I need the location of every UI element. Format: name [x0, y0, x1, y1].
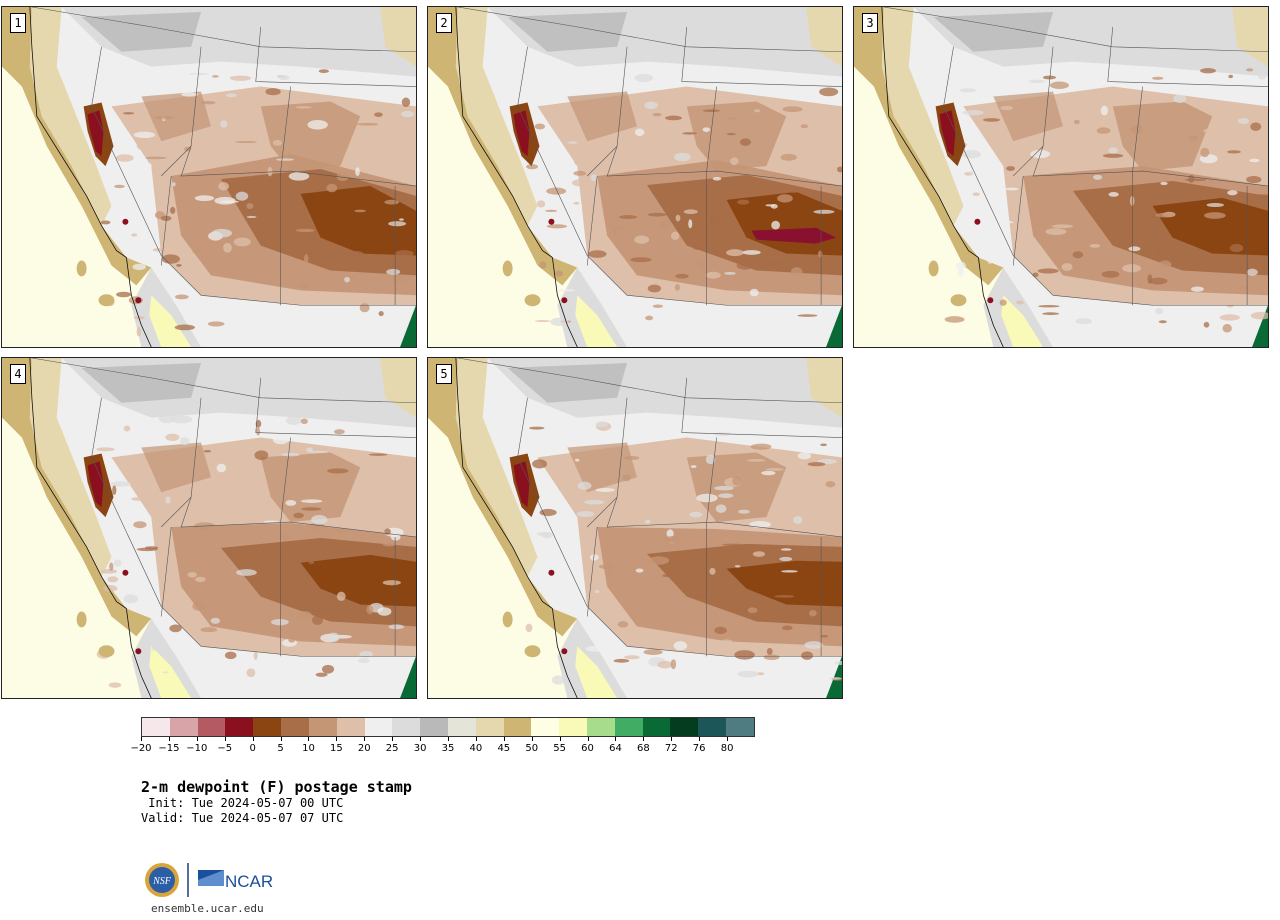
- colorbar-tick: [643, 737, 645, 741]
- colorbar-tick-label: 68: [636, 743, 650, 754]
- map-panel-5: 5: [427, 357, 843, 699]
- colorbar-tick: [308, 737, 310, 741]
- init-time: Init: Tue 2024-05-07 00 UTC: [141, 796, 344, 810]
- colorbar-tick-label: 50: [525, 743, 539, 754]
- map-panel-1: 1: [1, 6, 417, 348]
- dewpoint-map: [428, 358, 842, 698]
- colorbar-tick-label: 5: [277, 743, 284, 754]
- colorbar-segment: [587, 718, 615, 736]
- valid-time: Valid: Tue 2024-05-07 07 UTC: [141, 811, 344, 825]
- colorbar-tick-label: −5: [217, 743, 233, 754]
- colorbar: [141, 717, 755, 737]
- colorbar-tick-label: 0: [249, 743, 256, 754]
- colorbar-tick-label: 10: [302, 743, 315, 754]
- colorbar-tick-label: 64: [609, 743, 622, 754]
- colorbar-segment: [308, 718, 337, 736]
- colorbar-tick-label: 40: [469, 743, 483, 754]
- colorbar-tick-label: 76: [692, 743, 706, 754]
- colorbar-tick-label: 30: [413, 743, 427, 754]
- colorbar-segment: [169, 718, 198, 736]
- colorbar-segment: [642, 718, 671, 736]
- colorbar-tick: [531, 737, 533, 741]
- colorbar-tick: [392, 737, 394, 741]
- chart-title: 2-m dewpoint (F) postage stamp: [141, 778, 412, 796]
- colorbar-tick-label: 35: [441, 743, 455, 754]
- colorbar-segment: [253, 718, 282, 736]
- colorbar-tick: [671, 737, 673, 741]
- colorbar-segment: [142, 718, 170, 736]
- dewpoint-map: [854, 7, 1268, 347]
- colorbar-tick: [364, 737, 366, 741]
- panel-number: 4: [10, 364, 26, 384]
- colorbar-tick-label: 72: [664, 743, 678, 754]
- colorbar-tick-label: 20: [357, 743, 371, 754]
- colorbar-tick-label: −10: [186, 743, 208, 754]
- colorbar-tick-label: 55: [553, 743, 566, 754]
- colorbar-tick: [168, 737, 170, 741]
- panel-number: 1: [10, 13, 26, 33]
- colorbar-segment: [364, 718, 393, 736]
- colorbar-tick: [727, 737, 729, 741]
- panel-number: 2: [436, 13, 452, 33]
- colorbar-tick: [224, 737, 226, 741]
- colorbar-tick-label: 45: [497, 743, 511, 754]
- panel-number: 5: [436, 364, 452, 384]
- colorbar-tick: [559, 737, 561, 741]
- website-url: ensemble.ucar.edu: [151, 902, 264, 915]
- map-panel-3: 3: [853, 6, 1269, 348]
- colorbar-ticks: −20 −15 −10 −5 0 5 10 15 20 25 30 35 40 45 50 55 60 64 68 7…: [130, 737, 755, 757]
- dewpoint-map: [2, 7, 416, 347]
- colorbar-tick: [699, 737, 701, 741]
- colorbar-segment: [475, 718, 504, 736]
- colorbar-tick: [615, 737, 617, 741]
- colorbar-segment: [197, 718, 226, 736]
- colorbar-tick-label: −15: [158, 743, 180, 754]
- colorbar-tick: [503, 737, 505, 741]
- colorbar-tick: [280, 737, 282, 741]
- map-panel-4: 4: [1, 357, 417, 699]
- colorbar-tick-label: 60: [581, 743, 594, 754]
- logos: NSF NCAR: [144, 860, 274, 900]
- nsf-logo: NSF: [145, 863, 179, 897]
- colorbar-tick: [252, 737, 254, 741]
- colorbar-tick: [141, 737, 142, 741]
- colorbar-segment: [559, 718, 587, 736]
- colorbar-tick-label: 80: [720, 743, 734, 754]
- colorbar-segment: [392, 718, 421, 736]
- dewpoint-map: [428, 7, 842, 347]
- dewpoint-map: [2, 358, 416, 698]
- colorbar-tick: [336, 737, 338, 741]
- map-panel-2: 2: [427, 6, 843, 348]
- colorbar-segment: [281, 718, 309, 736]
- colorbar-tick: [196, 737, 198, 741]
- ncar-logo: NCAR: [198, 870, 273, 891]
- colorbar-tick: [587, 737, 589, 741]
- colorbar-segment: [336, 718, 365, 736]
- colorbar-tick-label: 25: [385, 743, 399, 754]
- colorbar-tick: [448, 737, 449, 741]
- colorbar-segment: [670, 718, 699, 736]
- colorbar-segment: [726, 718, 754, 736]
- colorbar-segment: [447, 718, 476, 736]
- colorbar-segment: [531, 718, 560, 736]
- colorbar-tick-label: 15: [329, 743, 343, 754]
- colorbar-segment: [614, 718, 643, 736]
- colorbar-segment: [225, 718, 254, 736]
- nsf-logo-text: NSF: [152, 876, 172, 887]
- colorbar-segment: [698, 718, 727, 736]
- colorbar-tick: [420, 737, 422, 741]
- colorbar-tick-label: −20: [130, 743, 152, 754]
- ncar-logo-text: NCAR: [225, 872, 273, 891]
- panel-number: 3: [862, 13, 878, 33]
- colorbar-segment: [503, 718, 532, 736]
- colorbar-segment: [420, 718, 448, 736]
- colorbar-tick: [475, 737, 477, 741]
